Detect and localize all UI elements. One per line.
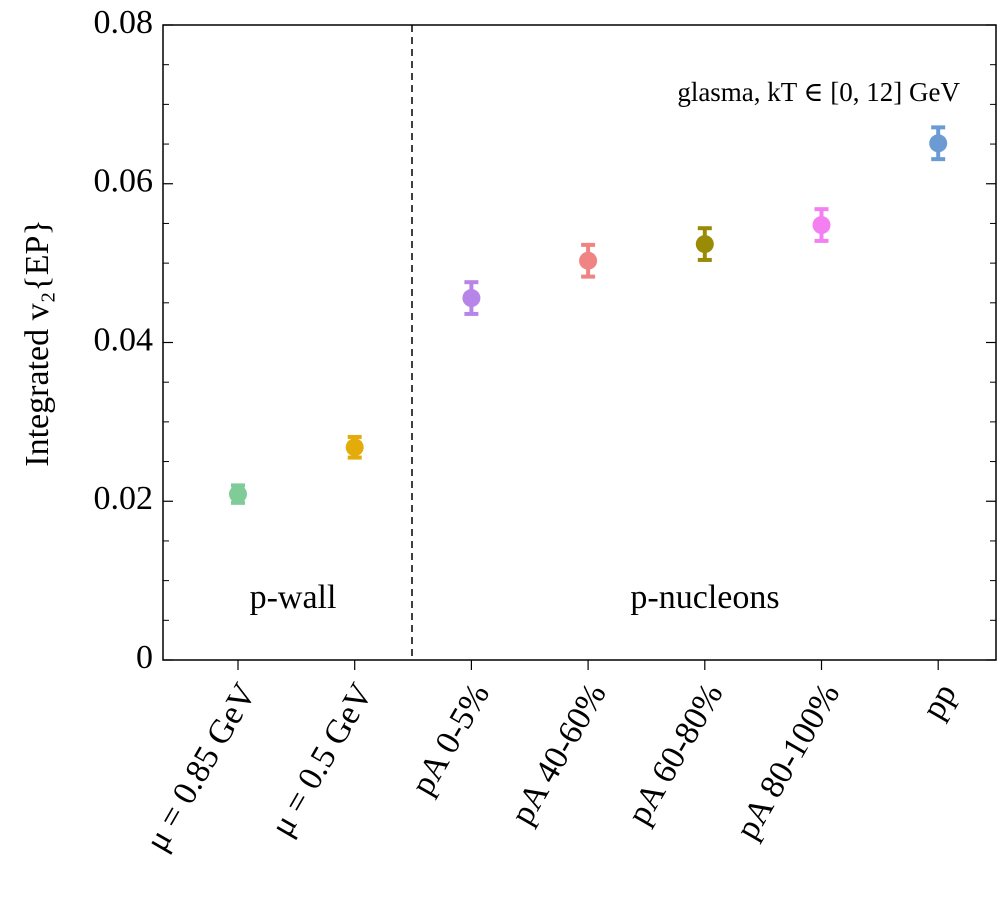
plot-frame <box>162 24 997 661</box>
error-point <box>462 280 481 316</box>
point <box>462 289 481 308</box>
x-tick-label: pA 60-80% <box>621 677 731 830</box>
error-point <box>345 434 364 460</box>
y-axis-label: Integrated v₂{EP} <box>19 219 56 466</box>
point <box>579 251 598 270</box>
point <box>695 235 714 254</box>
point <box>345 438 364 457</box>
y-tick-label: 0.06 <box>94 163 154 200</box>
y-tick-label: 0.02 <box>94 480 154 517</box>
error-point <box>929 125 948 162</box>
y-tick-label: 0.08 <box>94 4 154 41</box>
x-tick-label: pA 40-60% <box>504 677 614 830</box>
annotation: glasma, kT ∈ [0, 12] GeV <box>677 77 960 107</box>
point <box>929 134 948 153</box>
y-tick-label: 0 <box>136 639 153 676</box>
error-point <box>812 207 831 243</box>
error-point <box>579 242 598 279</box>
annotation: p-wall <box>250 579 337 616</box>
x-tick-label: pA 0-5% <box>404 677 497 801</box>
x-tick-label: pp <box>915 677 964 725</box>
y-tick-label: 0.04 <box>94 321 154 358</box>
x-tick-label: μ = 0.85 GeV <box>138 677 264 857</box>
annotation: p-nucleons <box>630 579 779 616</box>
point <box>812 216 831 235</box>
point <box>229 485 247 504</box>
error-point <box>229 483 247 505</box>
x-tick-label: μ = 0.5 GeV <box>264 677 381 843</box>
error-point <box>695 226 714 262</box>
x-tick-label: pA 80-100% <box>729 677 847 845</box>
